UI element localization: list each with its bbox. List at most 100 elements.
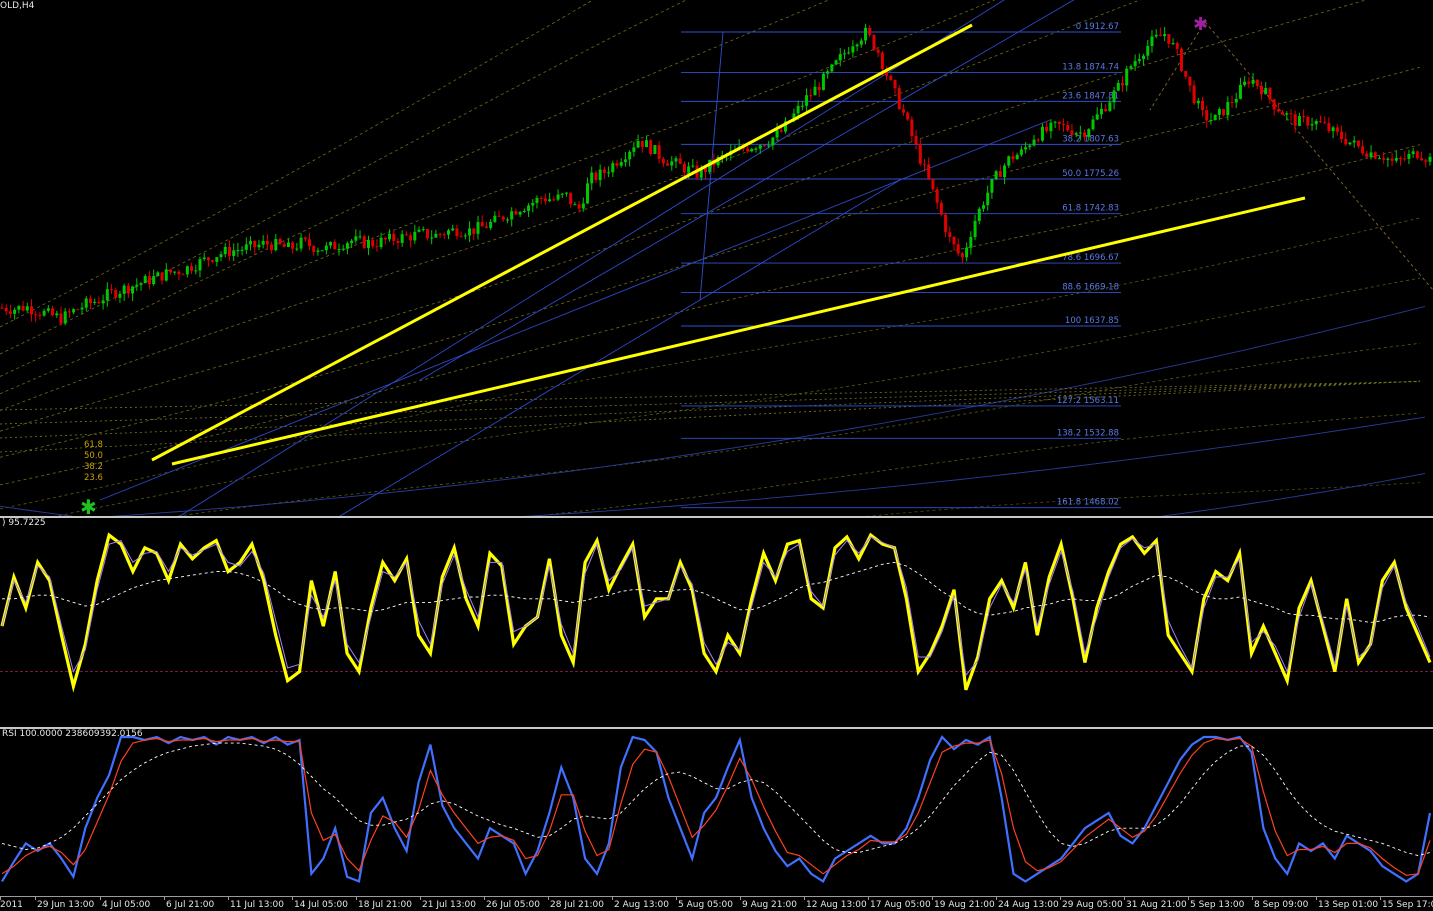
time-axis-label: 31 Aug 21:00 [1126,900,1187,910]
stochastic-pane[interactable]: ) 95.7225 [0,518,1433,726]
pane-separator[interactable] [0,516,1433,518]
price-pane[interactable]: 0 1912.67 13.8 1874.74 23.6 1847.81 38.2 18… [0,0,1433,516]
candle-body [147,276,151,285]
time-axis-label: 12 Aug 13:00 [806,900,867,910]
candle-body [1415,151,1419,159]
candle-body [1344,139,1348,145]
candle-body [1390,158,1394,161]
candle-body [577,204,581,209]
candle-body [590,172,594,184]
fib-level-label: 100 1637.85 [1065,316,1119,326]
rsi-signal-line [1,737,1431,876]
candle-body [923,163,927,165]
candle-body [1019,149,1023,155]
candle-body [240,249,244,251]
price-chart[interactable]: 0 1912.67 13.8 1874.74 23.6 1847.81 38.2 18… [0,0,1433,516]
candle-body [164,269,168,281]
candle-body [358,236,362,238]
rsi-chart[interactable] [0,729,1433,896]
candle-body [135,284,139,287]
candle-body [29,306,33,315]
candle-body [198,259,202,271]
candle-body [657,145,661,159]
candle-body [522,210,526,212]
time-axis-label: 21 Jul 13:00 [422,900,476,910]
candle-body [607,172,611,174]
time-axis-tick [0,897,1,900]
candle-body [1306,117,1310,126]
candle-body [1163,34,1167,37]
pivot-high-marker: ✱ [1193,14,1208,35]
stochastic-chart[interactable] [0,518,1433,726]
candle-body [25,306,29,311]
candle-body [1428,156,1432,162]
time-axis-tick [1316,897,1317,900]
candle-body [105,289,109,301]
candle-body [249,241,253,245]
candle-body [236,250,240,252]
candle-body [560,193,564,195]
time-axis-tick [356,897,357,900]
moving-average-line [54,277,1421,516]
candle-body [438,233,442,235]
envelope-line [522,416,1426,516]
candle-body [834,60,838,65]
time-axis-label: 19 Aug 21:00 [934,900,995,910]
candle-body [42,310,46,316]
candle-body [531,202,535,206]
candle-body [969,237,973,248]
candle-body [1184,71,1188,77]
candle-body [1399,157,1403,159]
candle-body [84,298,88,308]
candle-body [944,214,948,233]
candle-body [775,130,779,138]
mini-fib-label: 23.6 [84,473,103,483]
candle-body [379,237,383,248]
candle-body [918,144,922,164]
moving-average-line [0,381,1421,411]
mini-fib-labels: 61.850.038.223.6 [84,440,103,483]
candle-body [168,269,172,273]
stochastic-value: 95.7225 [8,518,46,528]
pivot-low-marker: ✱ [80,495,97,516]
candle-body [935,189,939,203]
time-axis-label: 15 Sep 17:00 [1382,900,1433,910]
fib-level-label: 61.8 1742.83 [1062,204,1119,214]
rsi-header: RSI 100.0000 238609392.0156 [2,729,143,739]
time-axis-tick [1380,897,1381,900]
candle-body [1125,68,1129,86]
candle-body [623,159,627,163]
candle-body [1251,79,1255,84]
candle-body [619,162,623,166]
time-axis-label: 11 Jul 13:00 [230,900,284,910]
candle-body [1024,147,1028,150]
candle-body [1365,153,1369,158]
candle-body [1057,121,1061,124]
rsi-average-line [1,742,1431,857]
time-axis-tick [1124,897,1125,900]
candle-body [779,130,783,132]
pane-separator[interactable] [0,727,1433,729]
candle-body [910,119,914,137]
candle-body [518,211,522,215]
fibonacci-retracement: 0 1912.67 13.8 1874.74 23.6 1847.81 38.2 18… [681,22,1121,509]
candle-body [1078,132,1082,134]
time-axis-tick [804,897,805,900]
candle-body [872,35,876,50]
candle-body [1137,59,1141,62]
candle-body [885,69,889,76]
time-axis-tick [740,897,741,900]
candle-body [1074,133,1078,135]
time-axis-tick [228,897,229,900]
rsi-pane[interactable]: RSI 100.0000 238609392.0156 [0,729,1433,896]
projection-line [1204,21,1433,291]
candle-body [644,140,648,148]
candle-body [152,276,156,285]
candle-body [889,75,893,81]
candle-body [956,244,960,254]
candle-body [493,215,497,222]
candle-body [1032,139,1036,146]
time-axis-tick [932,897,933,900]
candle-body [1318,121,1322,123]
candle-body [1260,85,1264,95]
